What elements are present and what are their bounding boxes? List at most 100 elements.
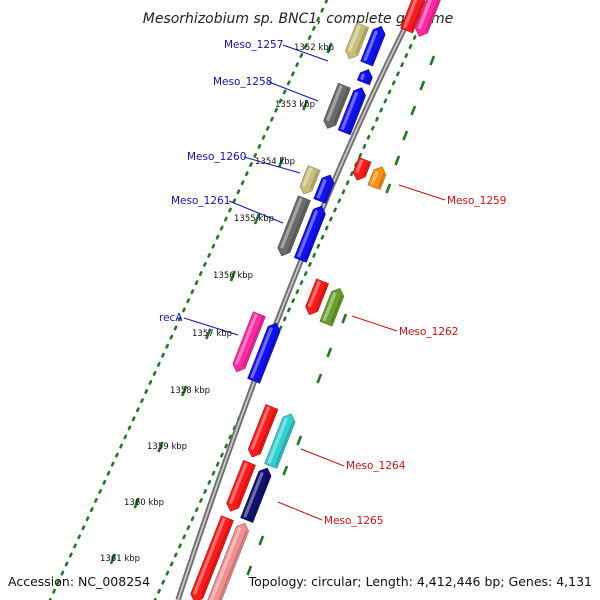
feature-highlight bbox=[417, 0, 436, 30]
track-dash bbox=[410, 105, 417, 116]
track-dash bbox=[246, 565, 253, 576]
gene-meso-1261-blue bbox=[293, 205, 326, 263]
feature-highlight bbox=[243, 471, 264, 518]
dotted-tracks bbox=[48, 0, 434, 600]
feature-shadow bbox=[367, 76, 372, 83]
feature-highlight bbox=[302, 167, 313, 188]
track-dash bbox=[316, 373, 323, 384]
gene-meso-top-red bbox=[400, 0, 426, 34]
feature-highlight bbox=[370, 170, 379, 185]
feature-shadow bbox=[200, 520, 233, 598]
gene-label-meso-1260[interactable]: Meso_1260 bbox=[187, 151, 246, 163]
feature-shadow bbox=[333, 87, 350, 124]
accession-label: Accession: NC_008254 bbox=[8, 574, 150, 589]
feature-shadow bbox=[274, 420, 295, 467]
feature-highlight bbox=[403, 0, 418, 29]
feature-shadow bbox=[362, 161, 370, 176]
feature-highlight bbox=[363, 30, 378, 62]
leader-line bbox=[277, 501, 323, 521]
gene-meso-1257-khaki bbox=[345, 22, 370, 60]
track-dash bbox=[394, 155, 401, 166]
tick-mark bbox=[180, 385, 188, 397]
gene-meso-1263-red bbox=[247, 404, 279, 458]
feature-shadow bbox=[257, 330, 280, 381]
gene-meso-top-pink bbox=[415, 0, 444, 37]
tick-mark bbox=[133, 497, 140, 509]
tick-mark bbox=[229, 270, 237, 282]
gene-meso-1262-red bbox=[305, 278, 330, 316]
feature-shadow bbox=[330, 295, 343, 324]
track-dash bbox=[326, 347, 333, 358]
feature-highlight bbox=[325, 84, 343, 122]
gene-reca-pink bbox=[232, 311, 266, 373]
label-leaders bbox=[183, 44, 446, 521]
gene-label-meso-1257[interactable]: Meso_1257 bbox=[224, 39, 283, 51]
track-dash bbox=[296, 435, 303, 446]
tick-label-1361: 1361 kbp bbox=[100, 554, 140, 564]
tick-label-1359: 1359 kbp bbox=[147, 442, 187, 452]
leader-line bbox=[243, 156, 301, 174]
feature-shadow bbox=[304, 212, 325, 261]
track-dash bbox=[402, 130, 409, 141]
feature-highlight bbox=[347, 24, 362, 52]
feature-highlight bbox=[359, 73, 366, 81]
feature-shadow bbox=[355, 27, 368, 55]
outer-dotted-track bbox=[153, 0, 434, 600]
gene-meso-1259-red bbox=[352, 156, 372, 181]
gene-meso-1262-green bbox=[319, 287, 345, 327]
tick-label-1355: 1355 kbp bbox=[234, 214, 274, 224]
gene-meso-1266-salmon bbox=[204, 522, 250, 600]
track-dash bbox=[341, 313, 348, 324]
leader-line bbox=[351, 315, 398, 332]
gene-meso-1257-blue bbox=[360, 26, 386, 67]
gene-label-meso-1265[interactable]: Meso_1265 bbox=[324, 515, 383, 527]
feature-highlight bbox=[322, 292, 337, 322]
track-dash bbox=[282, 465, 289, 476]
tick-labels: 1352 kbp 1353 kbp 1354 kbp 1355 kbp 1356… bbox=[100, 43, 334, 564]
feature-shadow bbox=[315, 283, 328, 311]
tick-label-1356: 1356 kbp bbox=[213, 271, 253, 281]
feature-shadow bbox=[215, 530, 248, 600]
tick-label-1354: 1354 kbp bbox=[255, 157, 295, 167]
genome-backbone-highlight bbox=[177, 0, 420, 600]
gene-labels: Meso_1257 Meso_1258 Meso_1260 Meso_1261 … bbox=[159, 39, 506, 527]
leader-line bbox=[268, 81, 319, 102]
track-dash bbox=[385, 183, 392, 194]
feature-highlight bbox=[192, 517, 226, 595]
feature-body bbox=[356, 69, 373, 86]
inner-dotted-track bbox=[48, 0, 329, 600]
feature-highlight bbox=[316, 178, 327, 199]
feature-shadow bbox=[236, 465, 255, 507]
feature-highlight bbox=[280, 197, 303, 249]
feature-body bbox=[352, 156, 372, 181]
feature-shadow bbox=[377, 173, 385, 188]
tick-mark bbox=[253, 213, 261, 225]
leader-line bbox=[228, 200, 284, 224]
gene-label-meso-1262[interactable]: Meso_1262 bbox=[399, 326, 458, 338]
feature-shadow bbox=[323, 181, 334, 202]
feature-shadow bbox=[309, 170, 319, 190]
gene-label-meso-1261[interactable]: Meso_1261 bbox=[171, 195, 230, 207]
feature-shadow bbox=[370, 33, 385, 64]
gene-meso-1265-navy bbox=[240, 467, 272, 523]
tick-mark bbox=[109, 553, 117, 565]
gene-meso-1261-grey bbox=[277, 195, 311, 257]
feature-highlight bbox=[235, 313, 258, 365]
feature-shadow bbox=[257, 409, 277, 453]
tick-mark bbox=[326, 42, 333, 54]
gene-meso-1258-grey bbox=[323, 82, 351, 129]
track-dash bbox=[258, 535, 265, 546]
gene-label-meso-1264[interactable]: Meso_1264 bbox=[346, 460, 406, 472]
map-title: Mesorhizobium sp. BNC1, complete genome bbox=[143, 11, 454, 27]
gene-label-reca[interactable]: recA bbox=[159, 312, 183, 324]
gene-meso-1259-orange bbox=[367, 166, 387, 191]
leader-line bbox=[282, 44, 329, 62]
gene-label-meso-1258[interactable]: Meso_1258 bbox=[213, 76, 272, 88]
gene-reca-blue bbox=[247, 322, 281, 384]
feature-body bbox=[367, 166, 387, 191]
feature-highlight bbox=[228, 462, 248, 505]
gene-meso-1260-khaki bbox=[299, 165, 321, 195]
gene-label-meso-1259[interactable]: Meso_1259 bbox=[447, 195, 506, 207]
tick-label-1358: 1358 kbp bbox=[170, 386, 210, 396]
tick-label-1353: 1353 kbp bbox=[275, 100, 315, 110]
